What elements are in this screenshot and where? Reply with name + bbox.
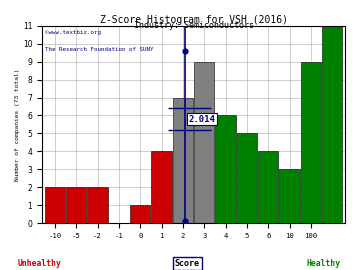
Text: Score: Score xyxy=(175,259,200,268)
Bar xyxy=(66,187,86,223)
Bar xyxy=(279,169,300,223)
Y-axis label: Number of companies (73 total): Number of companies (73 total) xyxy=(15,68,20,181)
Bar xyxy=(173,97,193,223)
Bar xyxy=(237,133,257,223)
Text: The Research Foundation of SUNY: The Research Foundation of SUNY xyxy=(45,48,154,52)
Bar xyxy=(322,26,342,223)
Bar xyxy=(301,62,321,223)
Bar xyxy=(87,187,108,223)
Text: Industry: Semiconductors: Industry: Semiconductors xyxy=(134,21,255,30)
Bar xyxy=(130,205,150,223)
Bar xyxy=(152,151,172,223)
Bar xyxy=(194,62,214,223)
Bar xyxy=(45,187,65,223)
Text: 2.014: 2.014 xyxy=(188,114,215,124)
Bar xyxy=(215,116,236,223)
Title: Z-Score Histogram for VSH (2016): Z-Score Histogram for VSH (2016) xyxy=(100,15,288,25)
Text: ©www.textbiz.org: ©www.textbiz.org xyxy=(45,30,101,35)
Bar xyxy=(258,151,278,223)
Text: Unhealthy: Unhealthy xyxy=(18,259,62,268)
Text: Healthy: Healthy xyxy=(307,259,341,268)
